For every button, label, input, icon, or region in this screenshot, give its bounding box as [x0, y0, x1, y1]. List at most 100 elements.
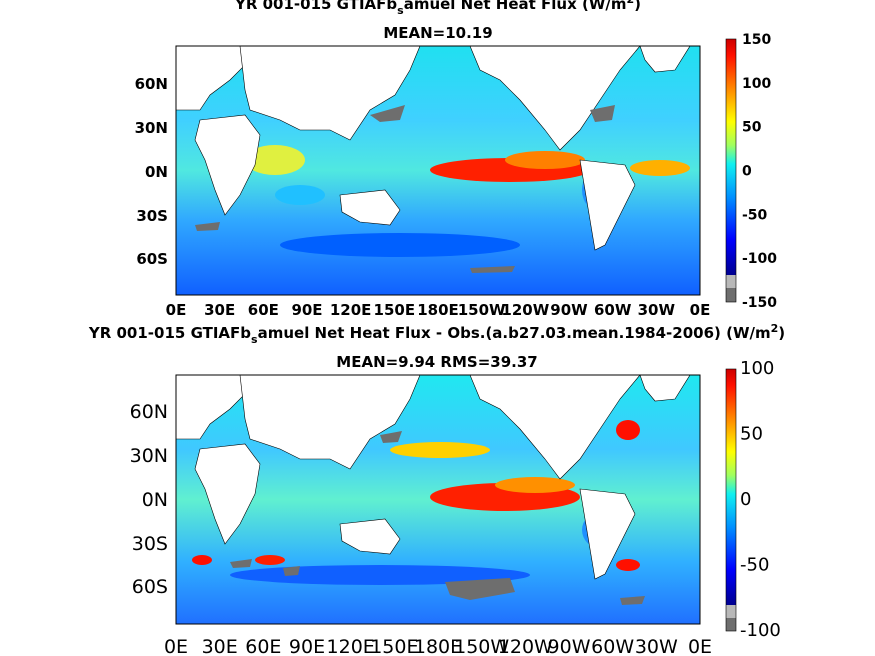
x-tick-label: 90E: [289, 636, 325, 656]
panel-1-land-australia: [339, 189, 401, 226]
panel-2-map-frame: [175, 374, 701, 625]
y-tick-label: 0N: [142, 489, 168, 511]
colorbar-tick-label: 50: [742, 120, 762, 136]
panel-2-land-asia: [239, 374, 421, 470]
panel-1-colorbar: 150 100 50 0 -50 -100 -150: [725, 32, 777, 311]
y-tick-label: 60N: [135, 75, 168, 93]
x-tick-label: 150E: [374, 301, 416, 319]
panel-2-east-pacific-warm: [495, 477, 575, 493]
colorbar-tick-label: 0: [742, 164, 752, 180]
panel-1-colorbar-missing-light: [726, 275, 736, 288]
y-tick-label: 0N: [145, 163, 168, 181]
x-tick-label: 60W: [594, 301, 632, 319]
x-tick-label: 150W: [458, 301, 506, 319]
colorbar-tick-label: 50: [740, 424, 763, 445]
y-tick-label: 60S: [132, 576, 168, 598]
panel-2-land-africa: [194, 443, 261, 545]
panel-1-southern-ocean-cool: [280, 233, 520, 257]
colorbar-tick-label: -50: [742, 207, 768, 223]
x-tick-label: 60E: [248, 301, 279, 319]
panel-1-atlantic-warm: [630, 160, 690, 176]
panel-2-colorbar-labels: 100 50 0 -50 -100: [740, 358, 781, 641]
colorbar-tick-label: -100: [742, 251, 777, 267]
x-tick-label: 150E: [370, 636, 418, 656]
colorbar-tick-label: 100: [742, 76, 771, 92]
panel-1-land-north-america: [469, 45, 641, 151]
panel-2-southern-ocean-cool: [230, 565, 530, 585]
panel-1-missing-labrador: [590, 105, 615, 122]
panel-2-land-south-america: [579, 488, 636, 580]
panel-1-land-south-america: [579, 159, 636, 251]
x-tick-label: 180E: [417, 301, 459, 319]
x-tick-label: 120E: [327, 636, 375, 656]
panel-1-y-axis: 60N 30N 0N 30S 60S: [135, 75, 168, 268]
panel-2-colorbar-missing-dark: [726, 618, 736, 631]
panel-1-indian-cool: [275, 185, 325, 205]
x-tick-label: 180E: [414, 636, 462, 656]
panel-1-indian-warm: [245, 145, 305, 175]
x-tick-label: 0E: [688, 636, 712, 656]
panel-2-y-axis: 60N 30N 0N 30S 60S: [130, 401, 168, 598]
x-tick-label: 120W: [498, 636, 553, 656]
panel-1-title: YR 001-015 GTIAFbsamuel Net Heat Flux (W…: [234, 0, 641, 17]
panel-2-malvinas-warm: [616, 559, 640, 571]
x-tick-label: 30E: [204, 301, 235, 319]
x-tick-label: 90W: [548, 636, 591, 656]
panel-2-map: [175, 374, 701, 625]
panel-2-missing-okhotsk: [380, 431, 402, 443]
panel-2-subtitle: MEAN=9.94 RMS=39.37: [336, 353, 537, 371]
panel-1-subtitle: MEAN=10.19: [383, 24, 492, 42]
panel-1-missing-ross: [470, 266, 515, 273]
colorbar-tick-label: -150: [742, 295, 777, 311]
x-tick-label: 150W: [454, 636, 509, 656]
x-tick-label: 90W: [550, 301, 588, 319]
x-tick-label: 30W: [635, 636, 678, 656]
panel-1: YR 001-015 GTIAFbsamuel Net Heat Flux (W…: [135, 0, 778, 319]
panel-2-north-pacific-warm: [390, 442, 490, 458]
panel-1-colorbar-frame: [725, 38, 737, 303]
y-tick-label: 30S: [132, 533, 168, 555]
panel-2-colorbar-frame: [725, 368, 737, 632]
x-tick-label: 60E: [245, 636, 281, 656]
x-tick-label: 90E: [291, 301, 322, 319]
panel-2-colorbar: 100 50 0 -50 -100: [725, 358, 781, 641]
panel-1-missing-south-indian: [195, 222, 220, 231]
y-tick-label: 30N: [130, 445, 168, 467]
colorbar-tick-label: -100: [740, 620, 781, 641]
x-tick-label: 120W: [501, 301, 549, 319]
panel-2-title: YR 001-015 GTIAFbsamuel Net Heat Flux - …: [88, 322, 785, 346]
y-tick-label: 60N: [130, 401, 168, 423]
panel-2-colorbar-gradient: [726, 369, 736, 605]
y-tick-label: 30S: [136, 207, 168, 225]
panel-1-map: [175, 45, 701, 296]
x-tick-label: 0E: [164, 636, 188, 656]
colorbar-tick-label: 150: [742, 32, 771, 48]
colorbar-tick-label: 0: [740, 489, 751, 510]
panel-1-colorbar-gradient: [726, 39, 736, 275]
colorbar-tick-label: 100: [740, 358, 774, 379]
panel-2: YR 001-015 GTIAFbsamuel Net Heat Flux - …: [88, 322, 785, 656]
panel-1-missing-okhotsk: [370, 105, 405, 122]
panel-2-colorbar-missing-light: [726, 605, 736, 618]
x-tick-label: 60W: [591, 636, 634, 656]
panel-2-missing-weddell: [620, 596, 645, 605]
x-tick-label: 30E: [202, 636, 238, 656]
panel-2-missing-ross: [445, 578, 515, 600]
colorbar-tick-label: -50: [740, 555, 769, 576]
panel-2-agulhas-warm: [192, 555, 212, 565]
panel-2-missing-kerguelen: [283, 566, 300, 576]
panel-1-colorbar-labels: 150 100 50 0 -50 -100 -150: [742, 32, 777, 311]
panel-2-land-australia: [339, 518, 401, 555]
panel-2-missing-south-indian: [230, 559, 252, 568]
x-tick-label: 30W: [638, 301, 676, 319]
panel-1-colorbar-missing-dark: [726, 288, 736, 302]
panel-1-land-asia: [239, 45, 421, 141]
panel-1-land-africa: [194, 114, 261, 216]
x-tick-label: 120E: [330, 301, 372, 319]
x-tick-label: 0E: [690, 301, 711, 319]
panel-1-map-frame: [175, 45, 701, 296]
y-tick-label: 60S: [136, 250, 168, 268]
x-tick-label: 0E: [166, 301, 187, 319]
